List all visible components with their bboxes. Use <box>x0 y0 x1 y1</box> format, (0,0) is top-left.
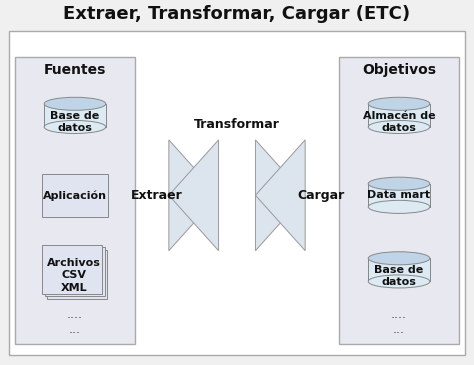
FancyBboxPatch shape <box>42 245 102 294</box>
Text: Extraer: Extraer <box>131 189 183 202</box>
Ellipse shape <box>44 120 106 134</box>
Text: Base de
datos: Base de datos <box>50 111 100 133</box>
Text: Transformar: Transformar <box>194 119 280 131</box>
Text: ....: .... <box>391 308 407 321</box>
Text: Archivos
CSV
XML: Archivos CSV XML <box>47 258 101 293</box>
Bar <box>44 104 106 127</box>
Text: Extraer, Transformar, Cargar (ETC): Extraer, Transformar, Cargar (ETC) <box>64 5 410 23</box>
Text: Objetivos: Objetivos <box>362 62 436 77</box>
Text: ...: ... <box>69 323 81 336</box>
FancyBboxPatch shape <box>339 57 459 345</box>
Bar <box>368 184 430 207</box>
FancyBboxPatch shape <box>42 174 108 216</box>
Text: Cargar: Cargar <box>298 189 345 202</box>
FancyBboxPatch shape <box>47 250 107 299</box>
Bar <box>368 258 430 281</box>
Polygon shape <box>255 140 305 251</box>
Text: Base de
datos: Base de datos <box>374 265 424 288</box>
Polygon shape <box>255 140 305 251</box>
Text: ...: ... <box>393 323 405 336</box>
Polygon shape <box>169 140 219 251</box>
Text: Data mart: Data mart <box>367 190 430 200</box>
Text: Almacén de
datos: Almacén de datos <box>363 111 435 133</box>
Ellipse shape <box>368 252 430 265</box>
Ellipse shape <box>368 97 430 110</box>
FancyBboxPatch shape <box>45 247 105 296</box>
Text: Aplicación: Aplicación <box>43 190 107 200</box>
Ellipse shape <box>368 177 430 190</box>
FancyBboxPatch shape <box>15 57 135 345</box>
Ellipse shape <box>368 275 430 288</box>
Ellipse shape <box>368 120 430 134</box>
Polygon shape <box>169 140 219 251</box>
Ellipse shape <box>368 200 430 214</box>
Text: ....: .... <box>67 308 83 321</box>
Text: Fuentes: Fuentes <box>44 62 106 77</box>
Bar <box>368 104 430 127</box>
FancyBboxPatch shape <box>9 31 465 355</box>
Ellipse shape <box>44 97 106 110</box>
